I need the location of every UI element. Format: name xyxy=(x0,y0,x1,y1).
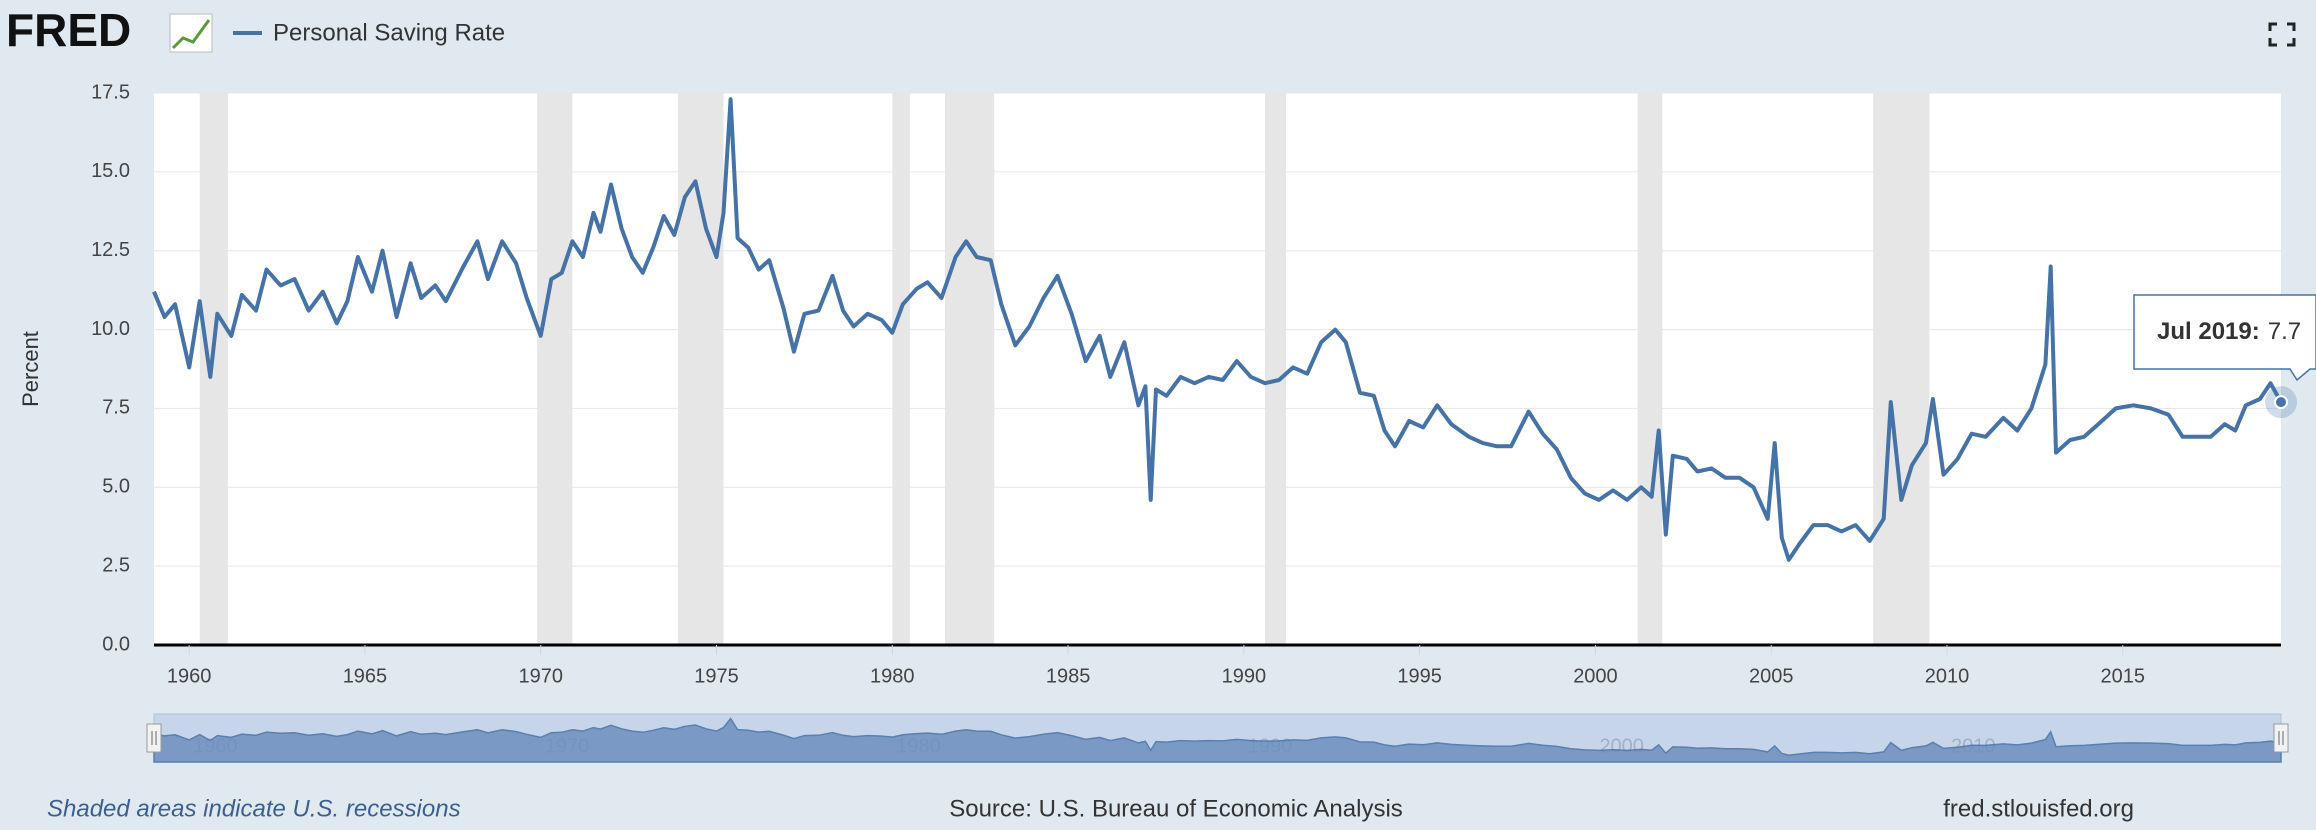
tooltip-text: Jul 2019: 7.7 xyxy=(2157,318,2301,345)
x-tick-label: 1985 xyxy=(1046,665,1091,687)
recession-band xyxy=(1637,93,1663,645)
y-tick-label: 2.5 xyxy=(102,554,130,576)
x-tick-label: 1995 xyxy=(1397,665,1442,687)
x-tick-label: 1980 xyxy=(870,665,915,687)
y-tick-label: 0.0 xyxy=(102,633,130,655)
y-tick-label: 17.5 xyxy=(91,81,130,103)
tooltip-box xyxy=(2133,294,2316,382)
x-tick-label: 1970 xyxy=(518,665,563,687)
recession-band xyxy=(1873,93,1930,645)
recession-band xyxy=(677,93,724,645)
source: Source: U.S. Bureau of Economic Analysis xyxy=(949,795,1403,822)
y-tick-label: 12.5 xyxy=(91,239,130,261)
legend-label[interactable]: Personal Saving Rate xyxy=(273,19,505,46)
y-tick-label: 5.0 xyxy=(102,476,130,498)
recession-band xyxy=(199,93,228,645)
hover-point xyxy=(2274,395,2288,410)
series-line xyxy=(152,97,2283,562)
x-tick-label: 2010 xyxy=(1925,665,1970,687)
navigator-area xyxy=(153,717,2282,763)
recession-band xyxy=(537,93,573,645)
x-tick-label: 1965 xyxy=(343,665,388,687)
x-tick-label: 2000 xyxy=(1573,665,1618,687)
y-tick-label: 10.0 xyxy=(91,318,130,340)
y-axis-label: Percent xyxy=(18,331,43,407)
logo[interactable]: FRED xyxy=(6,4,131,56)
x-tick-label: 2015 xyxy=(2101,665,2146,687)
x-tick-label: 1975 xyxy=(694,665,739,687)
recession-band xyxy=(1264,93,1287,645)
site-link[interactable]: fred.stlouisfed.org xyxy=(1943,795,2134,822)
recession-note: Shaded areas indicate U.S. recessions xyxy=(47,795,461,822)
fullscreen-icon[interactable] xyxy=(2268,22,2296,47)
x-tick-label: 1990 xyxy=(1222,665,1267,687)
plot-area xyxy=(154,93,2281,645)
tooltip-date: Jul 2019: xyxy=(2157,318,2260,345)
navigator-handle[interactable] xyxy=(146,723,162,753)
y-tick-label: 15.0 xyxy=(91,160,130,182)
recession-band xyxy=(892,93,910,645)
navigator-handle[interactable] xyxy=(2273,723,2289,753)
logo-icon-line xyxy=(171,19,211,50)
recession-band xyxy=(945,93,995,645)
x-tick-label: 2005 xyxy=(1749,665,1794,687)
x-tick-label: 1960 xyxy=(167,665,212,687)
y-tick-label: 7.5 xyxy=(102,397,130,419)
tooltip-value: 7.7 xyxy=(2268,318,2301,345)
